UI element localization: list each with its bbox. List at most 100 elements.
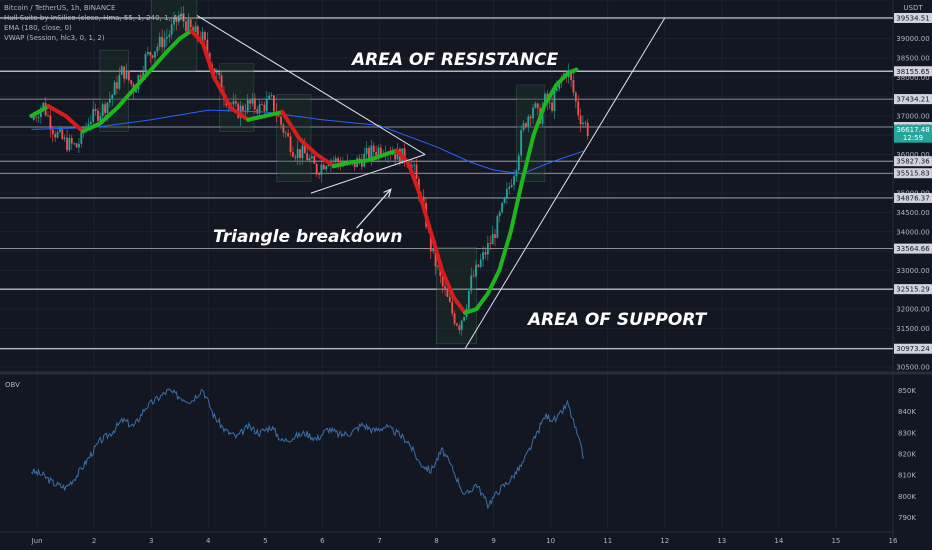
candle-body [494, 234, 496, 238]
candle-body [277, 115, 280, 117]
candle-body [439, 267, 442, 277]
support-trendline[interactable] [464, 17, 666, 349]
candle-body [456, 323, 458, 326]
level-label: 38155.65 [896, 68, 929, 76]
candle-body [477, 264, 480, 267]
hull-segment [463, 307, 479, 315]
hull-segment [428, 229, 445, 273]
obv-line [31, 388, 585, 510]
candle-body [527, 116, 530, 128]
trendlines[interactable] [196, 15, 666, 349]
candle-body [56, 131, 59, 138]
candle-body [108, 99, 111, 103]
level-label-box [894, 156, 932, 167]
candle-body [182, 13, 185, 22]
triangle-lower-line[interactable] [310, 154, 426, 194]
legend-symbol[interactable]: Bitcoin / TetherUS, 1h, BINANCE [4, 4, 116, 12]
candle-body [503, 197, 506, 203]
arrow-shaft[interactable] [356, 188, 392, 229]
candle-body [151, 55, 154, 58]
candle-body [215, 72, 218, 74]
support-label[interactable]: AREA OF SUPPORT [528, 310, 707, 330]
candle-body [555, 88, 558, 91]
level-label-box [894, 343, 932, 354]
candle-body [89, 121, 92, 125]
candle-body [94, 108, 97, 111]
level-label-box [894, 94, 932, 105]
candle-body [586, 122, 589, 137]
candle-body [582, 122, 584, 125]
hull-segment [366, 152, 388, 163]
candle-body [97, 110, 99, 122]
candle-body [315, 163, 318, 175]
hull-segment [554, 71, 570, 87]
hull-segment [97, 106, 119, 126]
level-label: 30973.24 [896, 345, 930, 353]
hull-segment [314, 152, 336, 169]
triangle-upper-line[interactable] [196, 15, 426, 155]
hull-segment [383, 148, 399, 157]
candle-body [303, 145, 306, 154]
candle-body [287, 133, 290, 137]
candle-body [80, 129, 83, 144]
candle-body [146, 52, 149, 55]
candle-body [353, 160, 356, 168]
legend-ema[interactable]: EMA (180, close, 0) [4, 24, 72, 32]
candle-body [460, 320, 463, 330]
candle-body [327, 164, 330, 167]
candle-body [73, 143, 76, 145]
hull-segment [166, 36, 182, 53]
level-label: 35515.83 [896, 170, 929, 178]
candle-body [467, 290, 470, 309]
hull-segment [211, 75, 234, 111]
candle-body [61, 129, 64, 139]
time-tick-label: 14 [774, 537, 783, 545]
candle-body [280, 116, 282, 125]
candle-body [47, 115, 49, 117]
price-tick-label: 34500.00 [896, 209, 929, 217]
candle-body [491, 234, 494, 245]
hull-band [436, 246, 477, 345]
candle-body [149, 52, 152, 56]
hull-segment [200, 40, 216, 80]
time-tick-label: Jun [31, 537, 43, 545]
candle-body [263, 104, 266, 111]
candle-body [75, 143, 78, 148]
legend-vwap[interactable]: VWAP (Session, hlc3, 0, 1, 2) [4, 34, 105, 42]
candle-body [201, 32, 204, 42]
breakdown-label[interactable]: Triangle breakdown [213, 227, 403, 247]
horizontal-levels [0, 17, 893, 350]
candle-body [536, 103, 539, 109]
candle-body [296, 149, 299, 158]
hull-segment [29, 104, 51, 118]
candle-body [579, 115, 582, 125]
hull-segment [132, 67, 154, 91]
time-tick-label: 7 [377, 537, 381, 545]
candle-body [194, 26, 197, 32]
resistance-label[interactable]: AREA OF RESISTANCE [352, 50, 559, 70]
candle-body [292, 152, 294, 157]
candle-body [510, 184, 513, 187]
candle-body [234, 101, 237, 104]
hull-segment [394, 148, 410, 165]
price-tick-label: 39000.00 [896, 35, 929, 43]
candle-body [360, 160, 363, 167]
candle-body [246, 99, 249, 112]
candle-body [127, 70, 130, 81]
level-label-box [894, 284, 932, 295]
candle-body [37, 116, 40, 118]
obv-tick-label: 840K [898, 408, 916, 416]
time-tick-label: 15 [831, 537, 840, 545]
legend-hull[interactable]: Hull Suite by InSilico (close, Hma, 55, … [4, 14, 185, 22]
candle-body [534, 103, 537, 108]
candle-body [479, 259, 482, 267]
hull-segment [531, 102, 547, 138]
candle-body [32, 116, 35, 120]
arrow-head[interactable] [383, 188, 392, 198]
candle-body [101, 104, 104, 117]
candle-body [104, 104, 106, 113]
price-tick-label: 36000.00 [896, 151, 929, 159]
level-label-box [894, 168, 932, 179]
